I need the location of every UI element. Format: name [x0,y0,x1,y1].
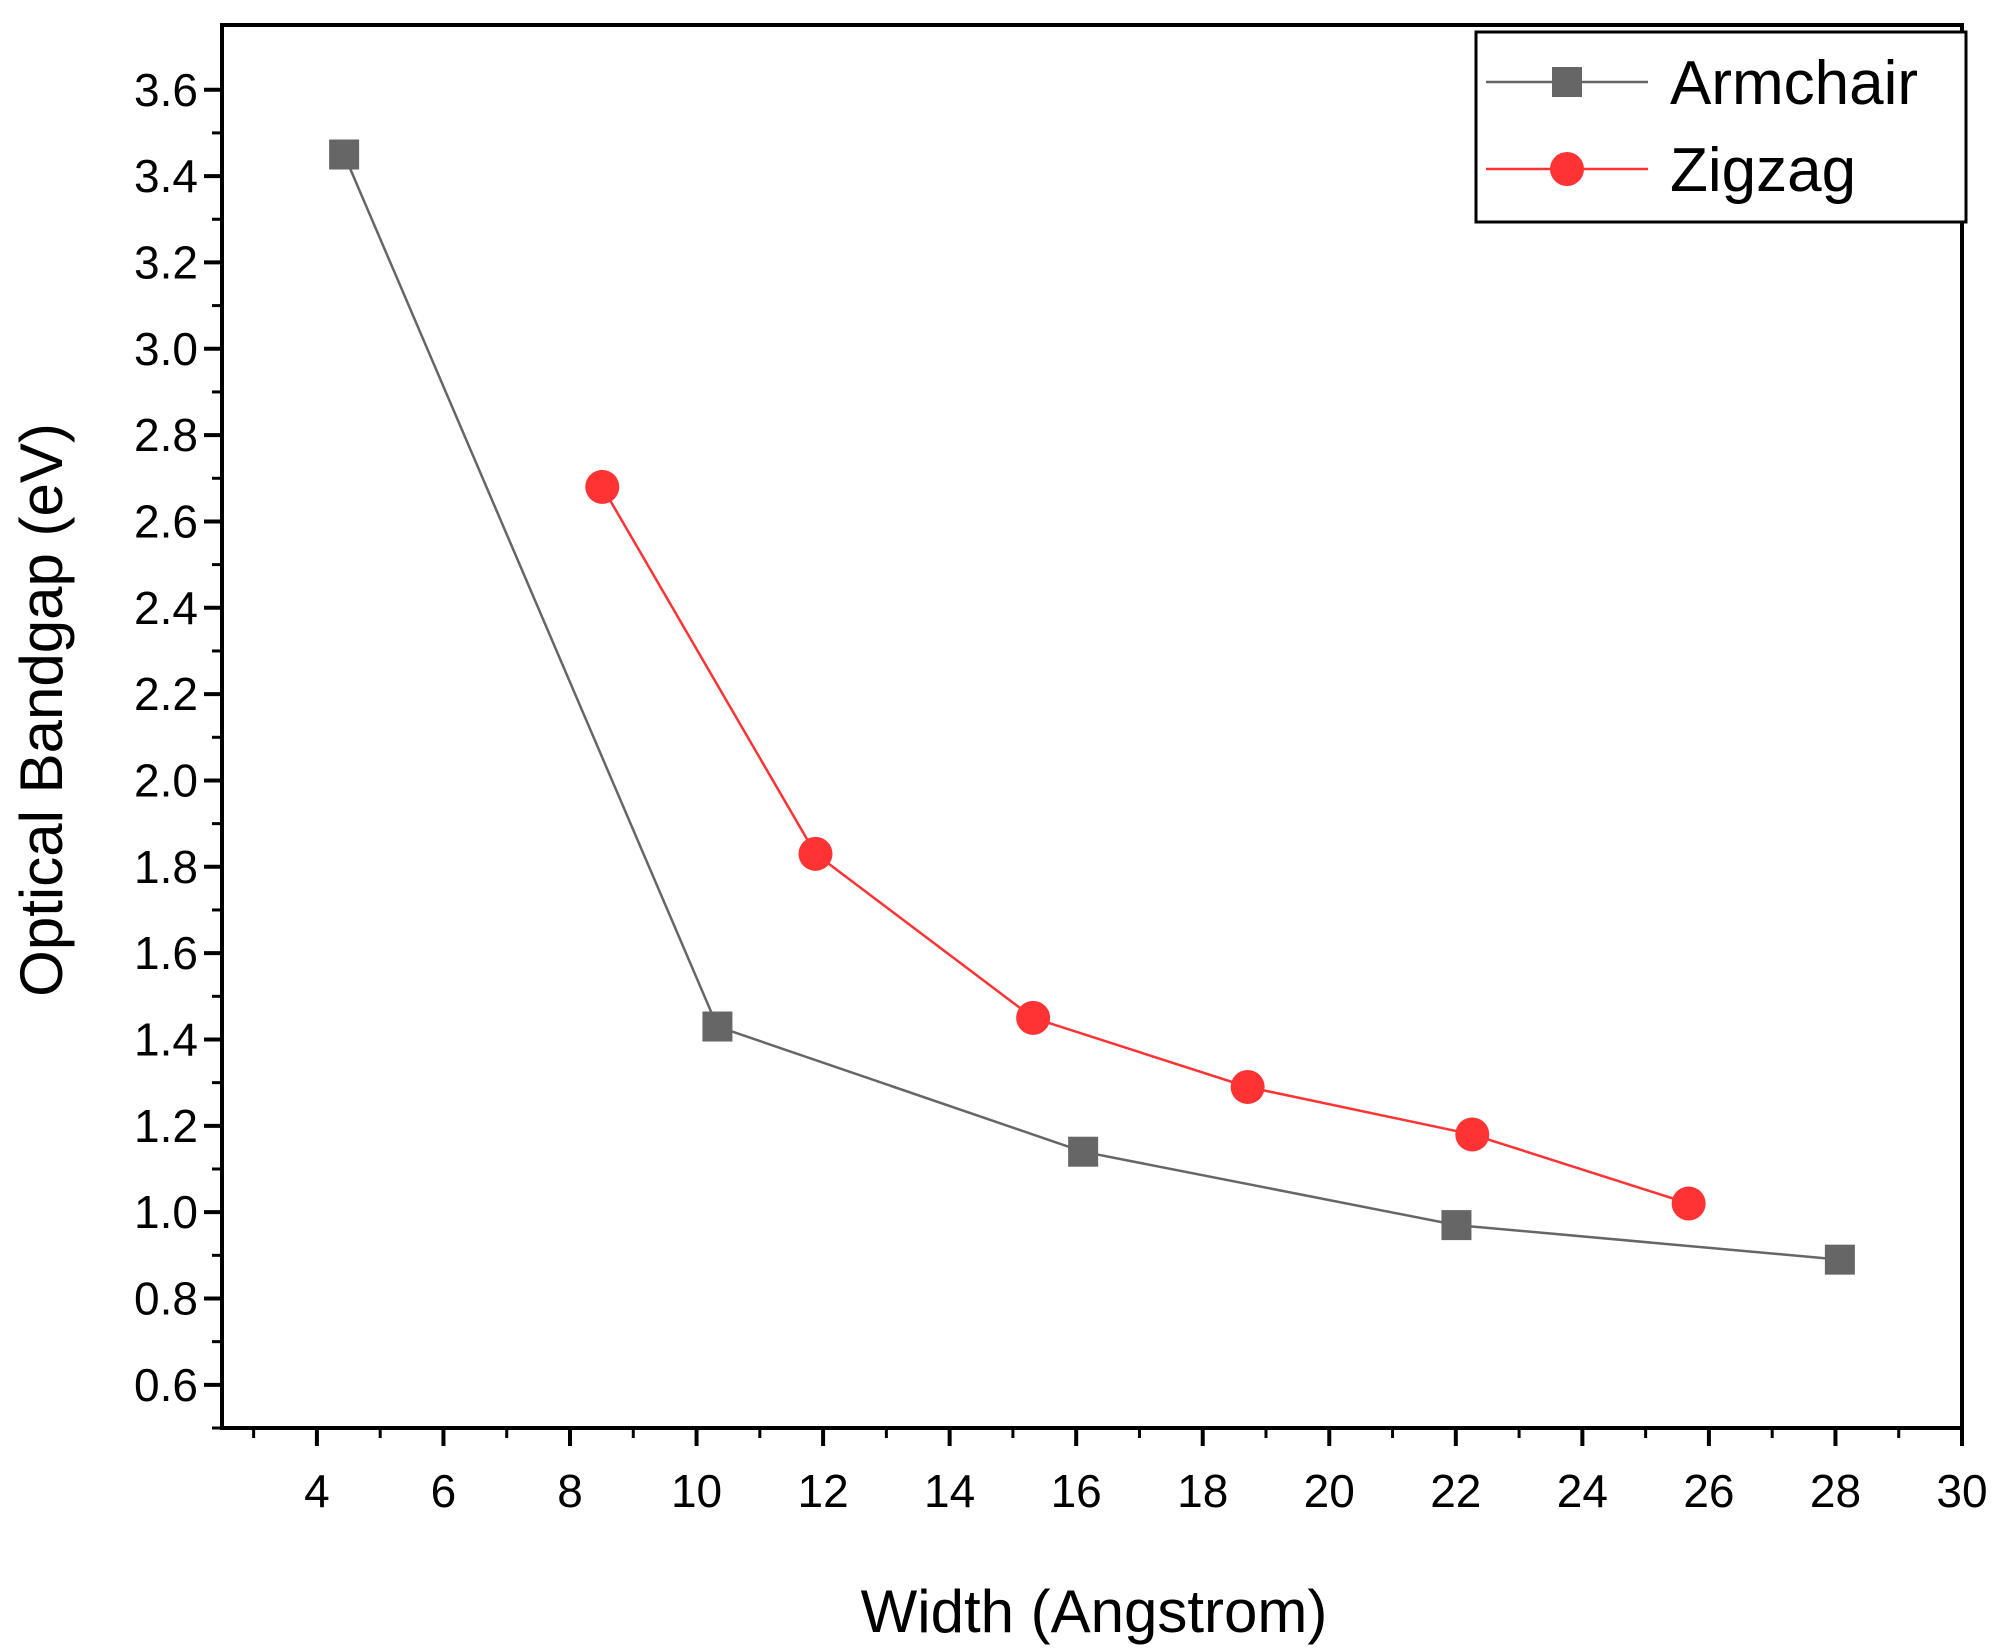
y-axis-title: Optical Bandgap (eV) [8,423,75,997]
zigzag-line [601,486,1690,1205]
y-tick-label: 1.0 [134,1186,198,1238]
y-tick-label: 2.8 [134,409,198,461]
legend-label-armchair: Armchair [1670,49,1918,118]
y-tick-label: 2.2 [134,668,198,720]
y-tick-label: 1.2 [134,1100,198,1152]
armchair-point [1068,1136,1099,1167]
x-tick-label: 18 [1177,1465,1228,1517]
x-tick-label: 28 [1810,1465,1861,1517]
x-tick-label: 24 [1557,1465,1608,1517]
series-armchair [329,139,1855,1275]
armchair-point [1441,1210,1472,1241]
legend-box [1474,30,1968,224]
series-layer [329,139,1855,1275]
zigzag-point [1230,1069,1265,1104]
armchair-point [1824,1244,1855,1275]
x-tick-label: 10 [671,1465,722,1517]
legend-marker-zigzag [1550,152,1584,186]
zigzag-point [1455,1117,1490,1152]
armchair-point [702,1011,733,1042]
legend: Armchair Zigzag [1474,30,1968,224]
axes: 4 6 8 10 12 14 16 18 20 22 24 26 28 30 0.6 0.8 1.0 1.2 1.4… [134,23,1988,1517]
x-tick-label: 12 [798,1465,849,1517]
armchair-point [329,139,360,170]
series-zigzag [585,469,1706,1221]
y-tick-label: 1.4 [134,1013,198,1065]
y-tick-label: 3.6 [134,64,198,116]
y-tick-label: 1.6 [134,927,198,979]
y-tick-label: 0.8 [134,1272,198,1324]
zigzag-point [585,469,620,504]
x-tick-label: 30 [1936,1465,1987,1517]
x-tick-label: 22 [1430,1465,1481,1517]
y-tick-label: 2.6 [134,495,198,547]
y-tick-label: 3.0 [134,323,198,375]
plot-frame [220,23,1964,1430]
x-tick-label: 20 [1304,1465,1355,1517]
x-tick-label: 4 [304,1465,330,1517]
y-tick-label: 2.0 [134,754,198,806]
y-tick-label: 0.6 [134,1359,198,1411]
y-tick-label: 3.4 [134,150,198,202]
x-axis-title: Width (Angstrom) [861,1578,1328,1645]
legend-label-zigzag: Zigzag [1670,136,1856,205]
y-tick-label: 2.4 [134,582,198,634]
x-tick-label: 26 [1683,1465,1734,1517]
zigzag-point [1016,1000,1051,1035]
zigzag-point [1671,1186,1706,1221]
x-tick-label: 8 [557,1465,583,1517]
x-tick-label: 16 [1051,1465,1102,1517]
x-tick-label: 14 [924,1465,975,1517]
legend-marker-armchair [1552,67,1582,97]
y-tick-label: 1.8 [134,841,198,893]
y-tick-label: 3.2 [134,236,198,288]
zigzag-point [798,836,833,871]
x-tick-label: 6 [431,1465,457,1517]
